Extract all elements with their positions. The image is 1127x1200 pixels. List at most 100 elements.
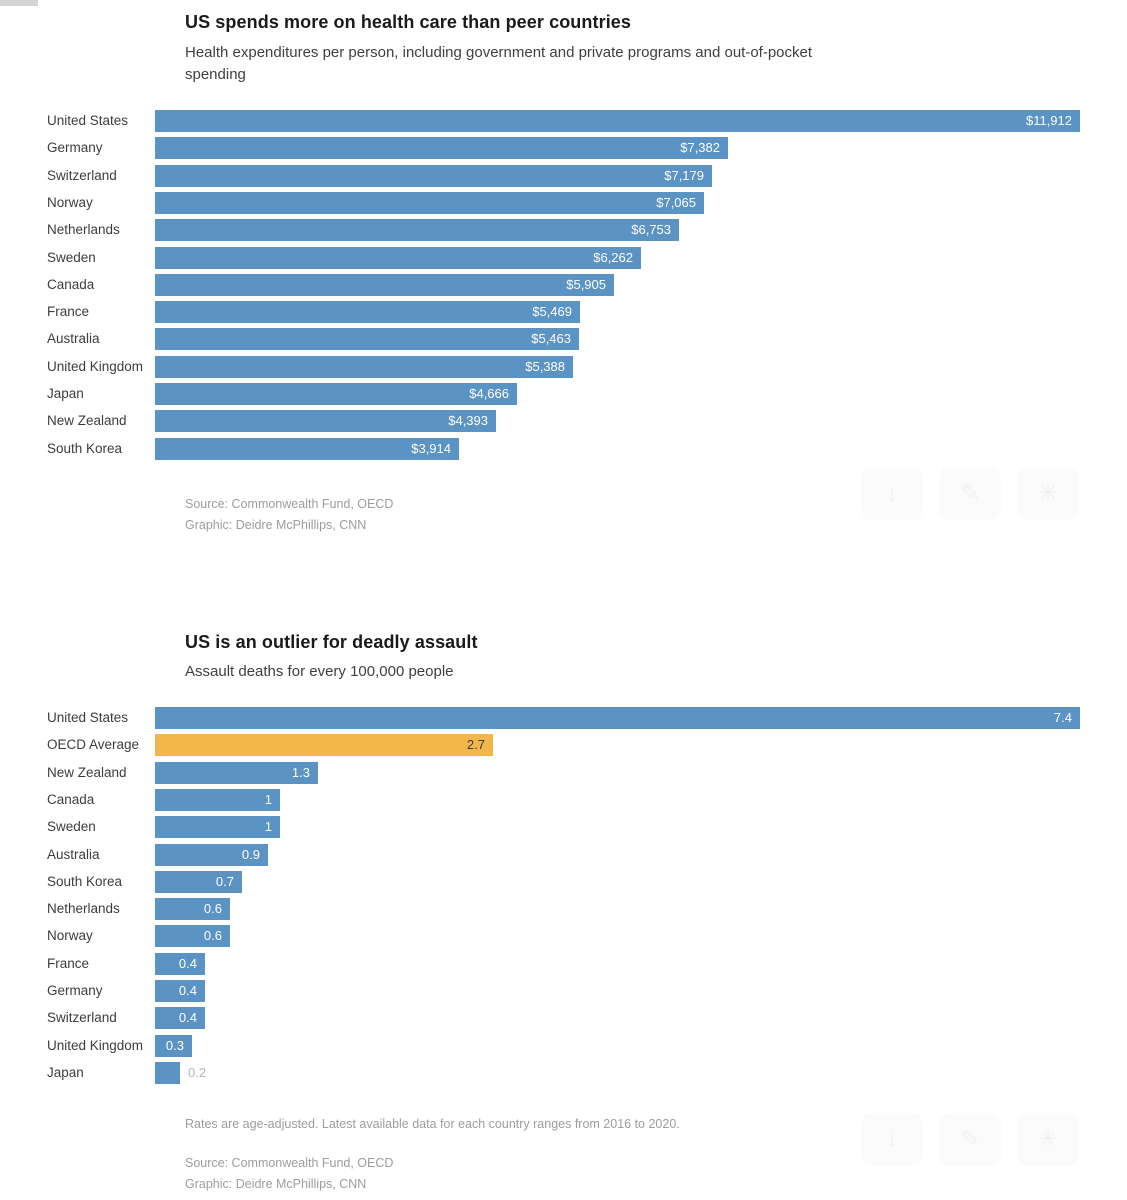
category-label-canada: Canada <box>47 277 95 292</box>
value-label-netherlands: 0.6 <box>203 901 222 916</box>
chart-subtitle: Health expenditures per person, includin… <box>185 44 813 83</box>
bar-row: Canada 1 <box>0 789 1127 811</box>
bar-united-states[interactable]: $11,912 <box>155 110 1080 132</box>
bar-australia[interactable]: 0.9 <box>155 844 268 866</box>
category-label-south-korea: South Korea <box>47 441 123 456</box>
chart-credit: Graphic: Deidre McPhillips, CNN <box>185 518 367 532</box>
bar-row: Japan $4,666 <box>0 383 1127 405</box>
bar-row: Canada $5,905 <box>0 274 1127 296</box>
bar-row: United Kingdom 0.3 <box>0 1035 1127 1057</box>
value-label-new-zealand: $4,393 <box>448 413 488 428</box>
bar-row: Switzerland 0.4 <box>0 1007 1127 1029</box>
download-chart-button[interactable]: ↓ <box>861 1113 923 1166</box>
share-icon: ✳ <box>1037 1125 1059 1153</box>
bar-sweden[interactable]: 1 <box>155 816 280 838</box>
bar-norway[interactable]: 0.6 <box>155 925 230 947</box>
category-label-germany: Germany <box>47 140 103 155</box>
bar-row: United States 7.4 <box>0 707 1127 729</box>
bar-oecd-average[interactable]: 2.7 <box>155 734 493 756</box>
bar-netherlands[interactable]: $6,753 <box>155 219 679 241</box>
category-label-japan: Japan <box>47 1065 84 1080</box>
category-label-netherlands: Netherlands <box>47 901 120 916</box>
bar-new-zealand[interactable]: $4,393 <box>155 410 496 432</box>
category-label-switzerland: Switzerland <box>47 168 117 183</box>
chart-action-toolbar: ↓ ✎ ✳ <box>861 467 1079 520</box>
category-label-australia: Australia <box>47 331 100 346</box>
bar-row: Japan 0.2 <box>0 1062 1127 1084</box>
bar-france[interactable]: $5,469 <box>155 301 580 323</box>
value-label-south-korea: 0.7 <box>215 874 234 889</box>
value-label-australia: $5,463 <box>531 331 571 346</box>
bar-row: South Korea 0.7 <box>0 871 1127 893</box>
bar-row: United States $11,912 <box>0 110 1127 132</box>
chart-title: US is an outlier for deadly assault <box>185 632 478 652</box>
category-label-new-zealand: New Zealand <box>47 765 127 780</box>
bar-canada[interactable]: 1 <box>155 789 280 811</box>
bar-row: Germany 0.4 <box>0 980 1127 1002</box>
category-label-south-korea: South Korea <box>47 874 123 889</box>
value-label-japan: 0.2 <box>188 1065 207 1080</box>
edit-chart-button[interactable]: ✎ <box>939 1113 1001 1166</box>
category-label-netherlands: Netherlands <box>47 222 120 237</box>
bar-row: Norway 0.6 <box>0 925 1127 947</box>
bar-row: France $5,469 <box>0 301 1127 323</box>
bar-germany[interactable]: $7,382 <box>155 137 728 159</box>
category-label-germany: Germany <box>47 983 103 998</box>
download-icon: ↓ <box>886 479 898 507</box>
bar-row: France 0.4 <box>0 953 1127 975</box>
bar-row: Netherlands $6,753 <box>0 219 1127 241</box>
bar-new-zealand[interactable]: 1.3 <box>155 762 318 784</box>
bar-south-korea[interactable]: 0.7 <box>155 871 242 893</box>
bar-norway[interactable]: $7,065 <box>155 192 704 214</box>
category-label-france: France <box>47 304 90 319</box>
bar-row: Netherlands 0.6 <box>0 898 1127 920</box>
category-label-united-kingdom: United Kingdom <box>47 359 144 374</box>
bar-netherlands[interactable]: 0.6 <box>155 898 230 920</box>
bar-united-states[interactable]: 7.4 <box>155 707 1080 729</box>
category-label-norway: Norway <box>47 195 93 210</box>
value-label-canada: 1 <box>264 792 272 807</box>
share-chart-button[interactable]: ✳ <box>1017 467 1079 520</box>
share-chart-button[interactable]: ✳ <box>1017 1113 1079 1166</box>
chart-note: Rates are age-adjusted. Latest available… <box>185 1117 680 1131</box>
bar-united-kingdom[interactable]: 0.3 <box>155 1035 192 1057</box>
value-label-south-korea: $3,914 <box>411 441 451 456</box>
bar-germany[interactable]: 0.4 <box>155 980 205 1002</box>
bar-row: New Zealand 1.3 <box>0 762 1127 784</box>
bar-row: Germany $7,382 <box>0 137 1127 159</box>
bar-switzerland[interactable]: $7,179 <box>155 165 712 187</box>
bar-australia[interactable]: $5,463 <box>155 328 579 350</box>
value-label-germany: $7,382 <box>680 140 720 155</box>
bar-sweden[interactable]: $6,262 <box>155 247 641 269</box>
bar-japan[interactable]: $4,666 <box>155 383 517 405</box>
value-label-united-states: $11,912 <box>1025 113 1072 128</box>
bar-row: Sweden 1 <box>0 816 1127 838</box>
value-label-united-kingdom: $5,388 <box>525 359 565 374</box>
bar-canada[interactable]: $5,905 <box>155 274 614 296</box>
bar-france[interactable]: 0.4 <box>155 953 205 975</box>
bar-row: New Zealand $4,393 <box>0 410 1127 432</box>
value-label-sweden: $6,262 <box>593 250 633 265</box>
download-chart-button[interactable]: ↓ <box>861 467 923 520</box>
bar-united-kingdom[interactable]: $5,388 <box>155 356 573 378</box>
value-label-switzerland: 0.4 <box>178 1010 197 1025</box>
edit-chart-button[interactable]: ✎ <box>939 467 1001 520</box>
bar-japan[interactable] <box>155 1062 180 1084</box>
bar-switzerland[interactable]: 0.4 <box>155 1007 205 1029</box>
chart-action-toolbar: ↓ ✎ ✳ <box>861 1113 1079 1166</box>
bar-row: South Korea $3,914 <box>0 438 1127 460</box>
bar-row: Sweden $6,262 <box>0 247 1127 269</box>
value-label-australia: 0.9 <box>241 847 260 862</box>
category-label-sweden: Sweden <box>47 250 96 265</box>
category-label-canada: Canada <box>47 792 95 807</box>
value-label-united-states: 7.4 <box>1053 710 1072 725</box>
category-label-japan: Japan <box>47 386 84 401</box>
value-label-new-zealand: 1.3 <box>291 765 310 780</box>
value-label-germany: 0.4 <box>178 983 197 998</box>
value-label-sweden: 1 <box>264 819 272 834</box>
bar-south-korea[interactable]: $3,914 <box>155 438 459 460</box>
chart-title: US spends more on health care than peer … <box>185 12 632 32</box>
category-label-united-states: United States <box>47 710 129 725</box>
download-icon: ↓ <box>886 1125 898 1153</box>
share-icon: ✳ <box>1037 479 1059 507</box>
